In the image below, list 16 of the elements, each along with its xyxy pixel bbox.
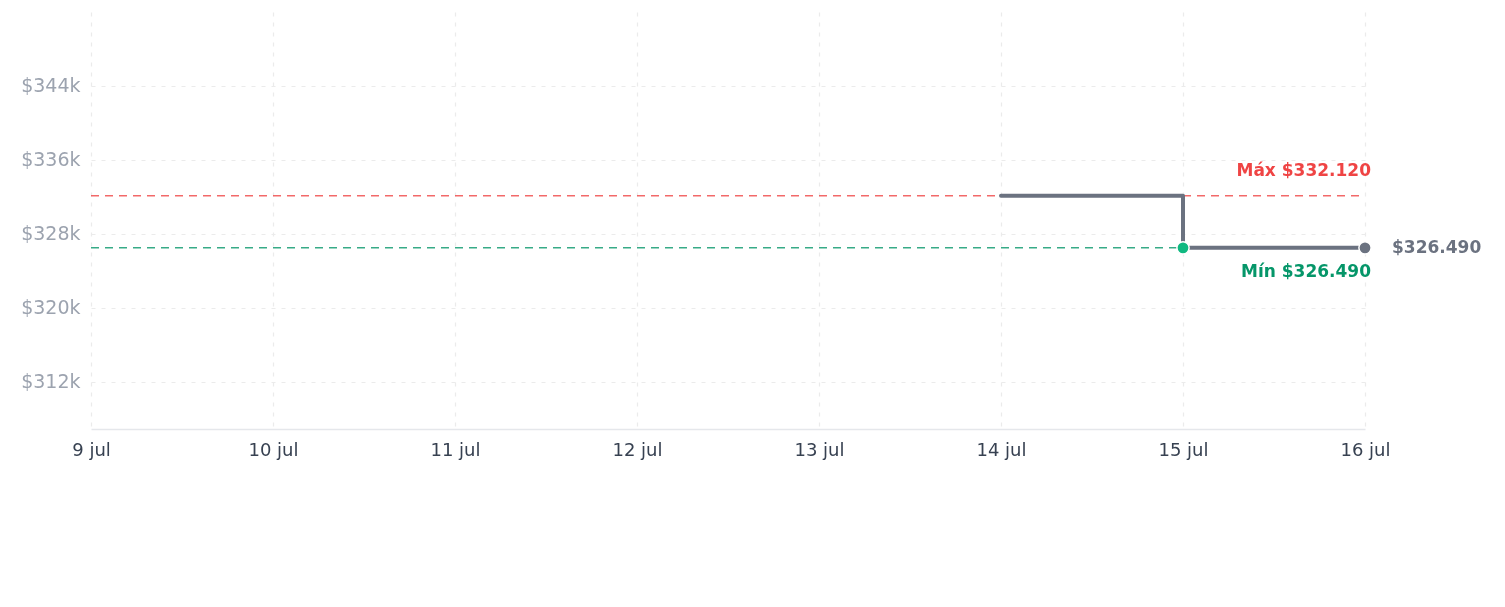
x-tick-label: 9 jul <box>72 438 111 460</box>
y-tick-label: $336k <box>21 148 81 171</box>
ref-line-label: Máx $332.120 <box>1236 159 1372 180</box>
annotation: $326.490 <box>1392 236 1482 257</box>
y-tick-label: $328k <box>21 222 81 245</box>
x-tick-label: 14 jul <box>976 438 1027 460</box>
y-tick-label: $312k <box>21 370 81 393</box>
x-tick-label: 13 jul <box>794 438 845 460</box>
x-tick-label: 11 jul <box>430 438 481 460</box>
x-tick-label: 12 jul <box>612 438 663 460</box>
y-tick-label: $344k <box>21 74 81 97</box>
x-tick-label: 15 jul <box>1158 438 1209 460</box>
ref-line-label: Mín $326.490 <box>1240 260 1372 281</box>
y-tick-label: $320k <box>21 296 81 319</box>
x-tick-label: 16 jul <box>1340 438 1391 460</box>
x-tick-label: 10 jul <box>248 438 299 460</box>
